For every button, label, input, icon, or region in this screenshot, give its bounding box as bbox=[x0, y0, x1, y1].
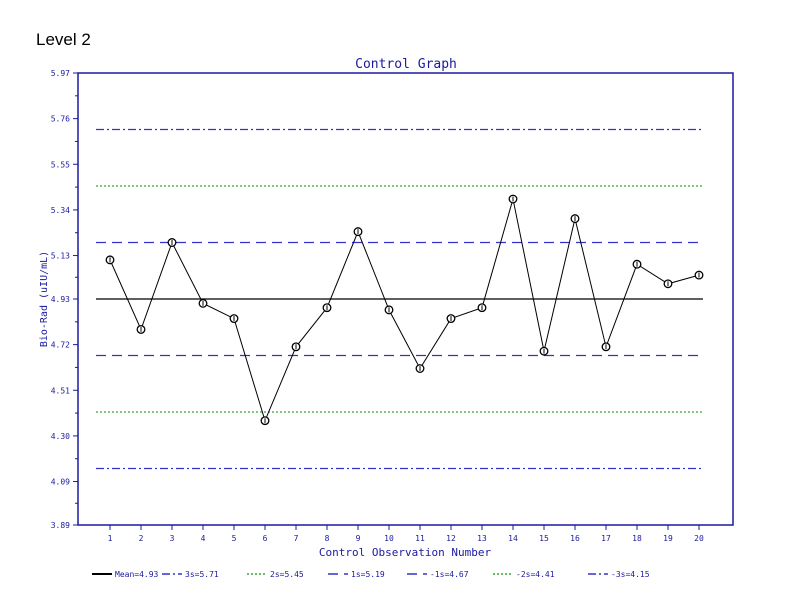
x-tick-label: 2 bbox=[139, 534, 144, 543]
y-tick-label: 5.13 bbox=[51, 252, 70, 261]
chart-title: Control Graph bbox=[355, 57, 457, 72]
y-tick-label: 4.09 bbox=[51, 478, 70, 487]
legend: Mean=4.93 3s=5.71 2s=5.45 1s=5.19 -1s=4.67 -2… bbox=[92, 570, 650, 579]
page-label: Level 2 bbox=[36, 30, 91, 49]
x-tick-label: 20 bbox=[694, 534, 704, 543]
y-tick-label: 5.76 bbox=[51, 115, 70, 124]
y-tick-label: 5.97 bbox=[51, 69, 70, 78]
y-tick-label: 3.89 bbox=[51, 521, 70, 530]
x-tick-label: 17 bbox=[601, 534, 611, 543]
x-tick-label: 19 bbox=[663, 534, 673, 543]
data-series bbox=[105, 194, 704, 426]
y-tick-label: 4.30 bbox=[51, 432, 70, 441]
legend-label: 1s=5.19 bbox=[351, 570, 385, 579]
x-tick-label: 18 bbox=[632, 534, 642, 543]
y-axis-label: Bio-Rad (uIU/mL) bbox=[39, 251, 50, 347]
x-tick-label: 16 bbox=[570, 534, 580, 543]
x-tick-label: 4 bbox=[201, 534, 206, 543]
y-tick-label: 4.72 bbox=[51, 341, 70, 350]
y-axis: 3.89 4.09 4.30 4.51 4.72 4.93 5.13 5.34 5.55 5.76… bbox=[51, 69, 78, 530]
x-tick-label: 1 bbox=[108, 534, 113, 543]
x-tick-label: 6 bbox=[263, 534, 268, 543]
x-axis: 1 2 3 4 5 6 7 8 9 10 11 12 13 14 15 16 17 18 19 20 bbox=[108, 525, 704, 543]
legend-label: -2s=4.41 bbox=[516, 570, 555, 579]
x-tick-label: 9 bbox=[356, 534, 361, 543]
reference-lines bbox=[96, 128, 703, 470]
x-tick-label: 11 bbox=[415, 534, 425, 543]
legend-label: 3s=5.71 bbox=[185, 570, 219, 579]
x-tick-label: 5 bbox=[232, 534, 237, 543]
x-tick-label: 10 bbox=[384, 534, 394, 543]
legend-label: -3s=4.15 bbox=[611, 570, 650, 579]
y-tick-label: 4.93 bbox=[51, 295, 70, 304]
x-tick-label: 14 bbox=[508, 534, 518, 543]
x-axis-label: Control Observation Number bbox=[319, 546, 492, 559]
x-tick-label: 12 bbox=[446, 534, 456, 543]
x-tick-label: 3 bbox=[170, 534, 175, 543]
y-tick-label: 4.51 bbox=[51, 386, 70, 395]
legend-label: Mean=4.93 bbox=[115, 570, 159, 579]
legend-label: 2s=5.45 bbox=[270, 570, 304, 579]
x-tick-label: 13 bbox=[477, 534, 487, 543]
x-tick-label: 7 bbox=[294, 534, 299, 543]
x-tick-label: 8 bbox=[325, 534, 330, 543]
legend-label: -1s=4.67 bbox=[430, 570, 469, 579]
x-tick-label: 15 bbox=[539, 534, 549, 543]
y-tick-label: 5.34 bbox=[51, 206, 70, 215]
series-line bbox=[109, 198, 700, 423]
y-tick-label: 5.55 bbox=[51, 160, 70, 169]
